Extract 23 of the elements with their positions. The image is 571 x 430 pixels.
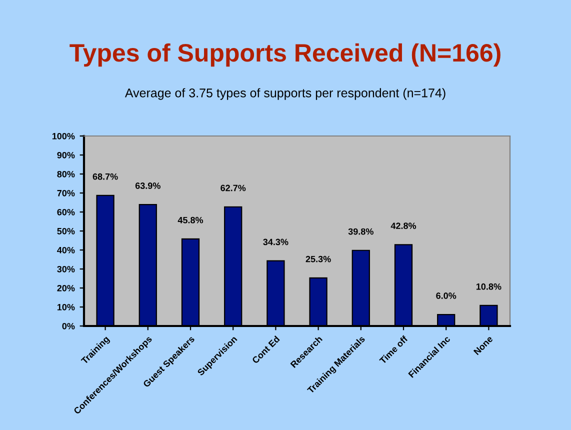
chart-title: Types of Supports Received (N=166) <box>70 43 500 67</box>
y-tick-label: 10% <box>57 304 75 310</box>
y-tick-label: 70% <box>57 190 75 196</box>
data-label: 45.8% <box>178 216 204 224</box>
data-label: 25.3% <box>306 256 331 262</box>
y-tick-label: 30% <box>57 266 75 272</box>
y-tick-label: 90% <box>57 152 75 158</box>
y-tick-label: 20% <box>57 284 75 292</box>
y-tick-label: 0% <box>62 322 75 330</box>
data-label: 42.8% <box>390 222 416 230</box>
y-tick-label: 50% <box>57 228 75 234</box>
y-tick-label: 60% <box>57 208 75 216</box>
y-tick-label: 40% <box>57 246 75 254</box>
data-label: 68.7% <box>92 173 118 180</box>
data-label: 62.7% <box>220 184 246 192</box>
data-label: 6.0% <box>436 292 456 299</box>
y-tick-label: 80% <box>57 170 75 178</box>
data-label: 34.3% <box>263 238 288 246</box>
y-tick-label: 100% <box>52 132 75 140</box>
data-label: 39.8% <box>348 228 374 235</box>
data-label: 10.8% <box>476 283 502 290</box>
data-label: 63.9% <box>135 182 160 189</box>
chart-subtitle: Average of 3.75 types of supports per respondent (n=174) <box>124 88 446 100</box>
